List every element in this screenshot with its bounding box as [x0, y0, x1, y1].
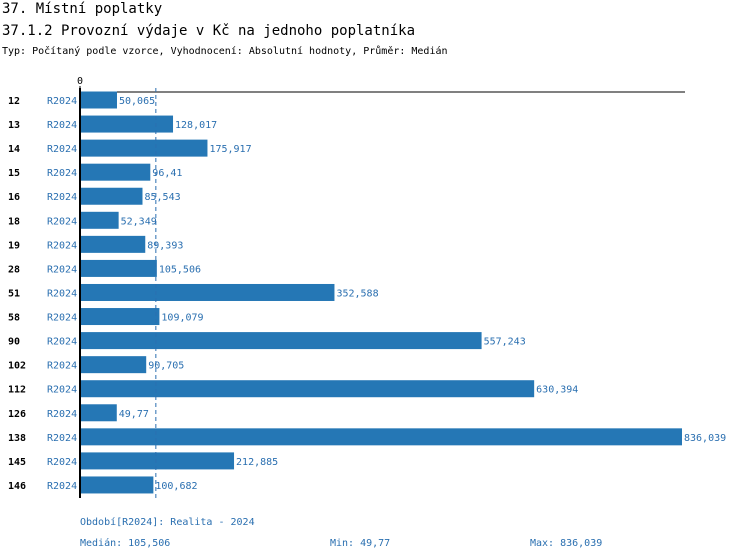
bar: [81, 163, 151, 181]
value-label: 50,065: [119, 96, 155, 107]
category-label: 112: [8, 385, 26, 396]
category-label: 16: [8, 192, 20, 203]
bar: [81, 332, 482, 350]
bar: [81, 235, 146, 253]
series-label: R2024: [47, 192, 77, 203]
series-label: R2024: [47, 361, 77, 372]
value-label: 100,682: [155, 481, 197, 492]
category-label: 13: [8, 120, 20, 131]
bar: [81, 211, 119, 229]
series-label: R2024: [47, 433, 77, 444]
series-label: R2024: [47, 264, 77, 275]
value-label: 90,705: [148, 361, 184, 372]
value-label: 212,885: [236, 457, 278, 468]
chart-title: 37. Místní poplatky: [2, 1, 162, 17]
bar: [81, 283, 335, 301]
category-label: 102: [8, 361, 26, 372]
series-label: R2024: [47, 457, 77, 468]
value-label: 49,77: [119, 409, 149, 420]
category-label: 14: [8, 144, 20, 155]
category-label: 19: [8, 240, 20, 251]
category-label: 90: [8, 337, 20, 348]
value-label: 175,917: [209, 144, 251, 155]
category-label: 145: [8, 457, 26, 468]
bar: [81, 404, 117, 422]
category-label: 18: [8, 216, 20, 227]
value-label: 557,243: [484, 337, 526, 348]
series-label: R2024: [47, 288, 77, 299]
bar: [81, 115, 174, 133]
value-label: 109,079: [161, 313, 203, 324]
category-label: 15: [8, 168, 20, 179]
max-label: Max: 836,039: [530, 538, 602, 549]
category-label: 28: [8, 264, 20, 275]
value-label: 630,394: [536, 385, 578, 396]
category-label: 51: [8, 288, 20, 299]
series-label: R2024: [47, 481, 77, 492]
bar: [81, 380, 535, 398]
min-label: Min: 49,77: [330, 538, 390, 549]
x-tick-label: 0: [77, 76, 83, 87]
category-label: 58: [8, 313, 20, 324]
series-label: R2024: [47, 168, 77, 179]
value-label: 96,41: [152, 168, 182, 179]
series-label: R2024: [47, 144, 77, 155]
value-label: 89,393: [147, 240, 183, 251]
category-label: 138: [8, 433, 26, 444]
bar: [81, 452, 235, 470]
category-label: 146: [8, 481, 26, 492]
bar: [81, 187, 143, 205]
series-label: R2024: [47, 409, 77, 420]
bar: [81, 356, 147, 374]
series-label: R2024: [47, 216, 77, 227]
bar: [81, 428, 682, 446]
value-label: 128,017: [175, 120, 217, 131]
value-label: 352,588: [336, 288, 378, 299]
value-label: 85,543: [144, 192, 180, 203]
category-label: 126: [8, 409, 26, 420]
bar: [81, 476, 154, 494]
bar: [81, 308, 160, 326]
category-label: 12: [8, 96, 20, 107]
chart-subtitle: 37.1.2 Provozní výdaje v Kč na jednoho p…: [2, 23, 415, 39]
value-label: 105,506: [159, 264, 201, 275]
series-label: R2024: [47, 337, 77, 348]
bar: [81, 139, 208, 157]
description: Typ: Počítaný podle vzorce, Vyhodnocení:…: [2, 45, 448, 57]
period-note: Období[R2024]: Realita - 2024: [80, 516, 255, 528]
value-label: 52,349: [121, 216, 157, 227]
series-label: R2024: [47, 120, 77, 131]
series-label: R2024: [47, 240, 77, 251]
median-label: Medián: 105,506: [80, 537, 170, 549]
series-label: R2024: [47, 385, 77, 396]
value-label: 836,039: [684, 433, 726, 444]
bar: [81, 91, 117, 109]
bar: [81, 259, 157, 277]
series-label: R2024: [47, 313, 77, 324]
series-label: R2024: [47, 96, 77, 107]
